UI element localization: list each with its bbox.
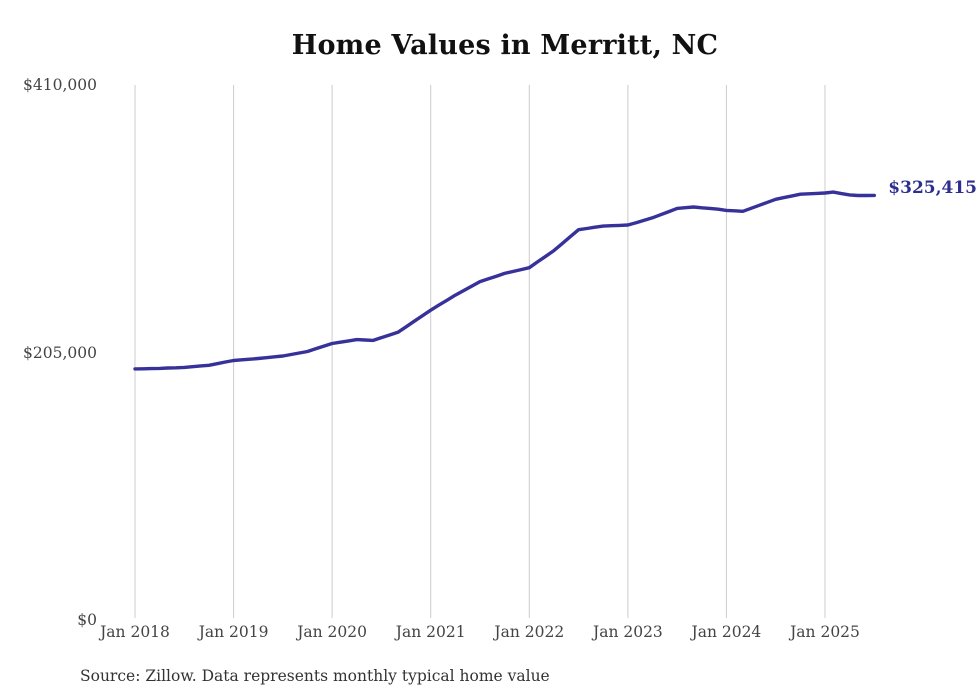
- x-tick-label: Jan 2024: [691, 623, 762, 641]
- x-tick-label: Jan 2018: [100, 623, 170, 641]
- source-note: Source: Zillow. Data represents monthly …: [80, 667, 550, 685]
- x-tick-label: Jan 2022: [494, 623, 565, 641]
- end-value-label: $325,415: [888, 178, 978, 199]
- y-tick-label: $0: [77, 611, 97, 629]
- x-axis-labels: Jan 2018 Jan 2019 Jan 2020 Jan 2021 Jan 2022…: [0, 623, 980, 647]
- x-tick-label: Jan 2021: [395, 623, 466, 641]
- x-tick-label: Jan 2023: [592, 623, 663, 641]
- x-tick-label: Jan 2025: [790, 623, 860, 641]
- chart-title: Home Values in Merritt, NC: [291, 30, 719, 61]
- home-value-line: [133, 190, 876, 371]
- x-tick-label: Jan 2020: [297, 623, 367, 641]
- x-tick-label: Jan 2019: [198, 623, 269, 641]
- y-tick-label: $205,000: [23, 343, 97, 362]
- y-tick-label: $410,000: [23, 76, 97, 94]
